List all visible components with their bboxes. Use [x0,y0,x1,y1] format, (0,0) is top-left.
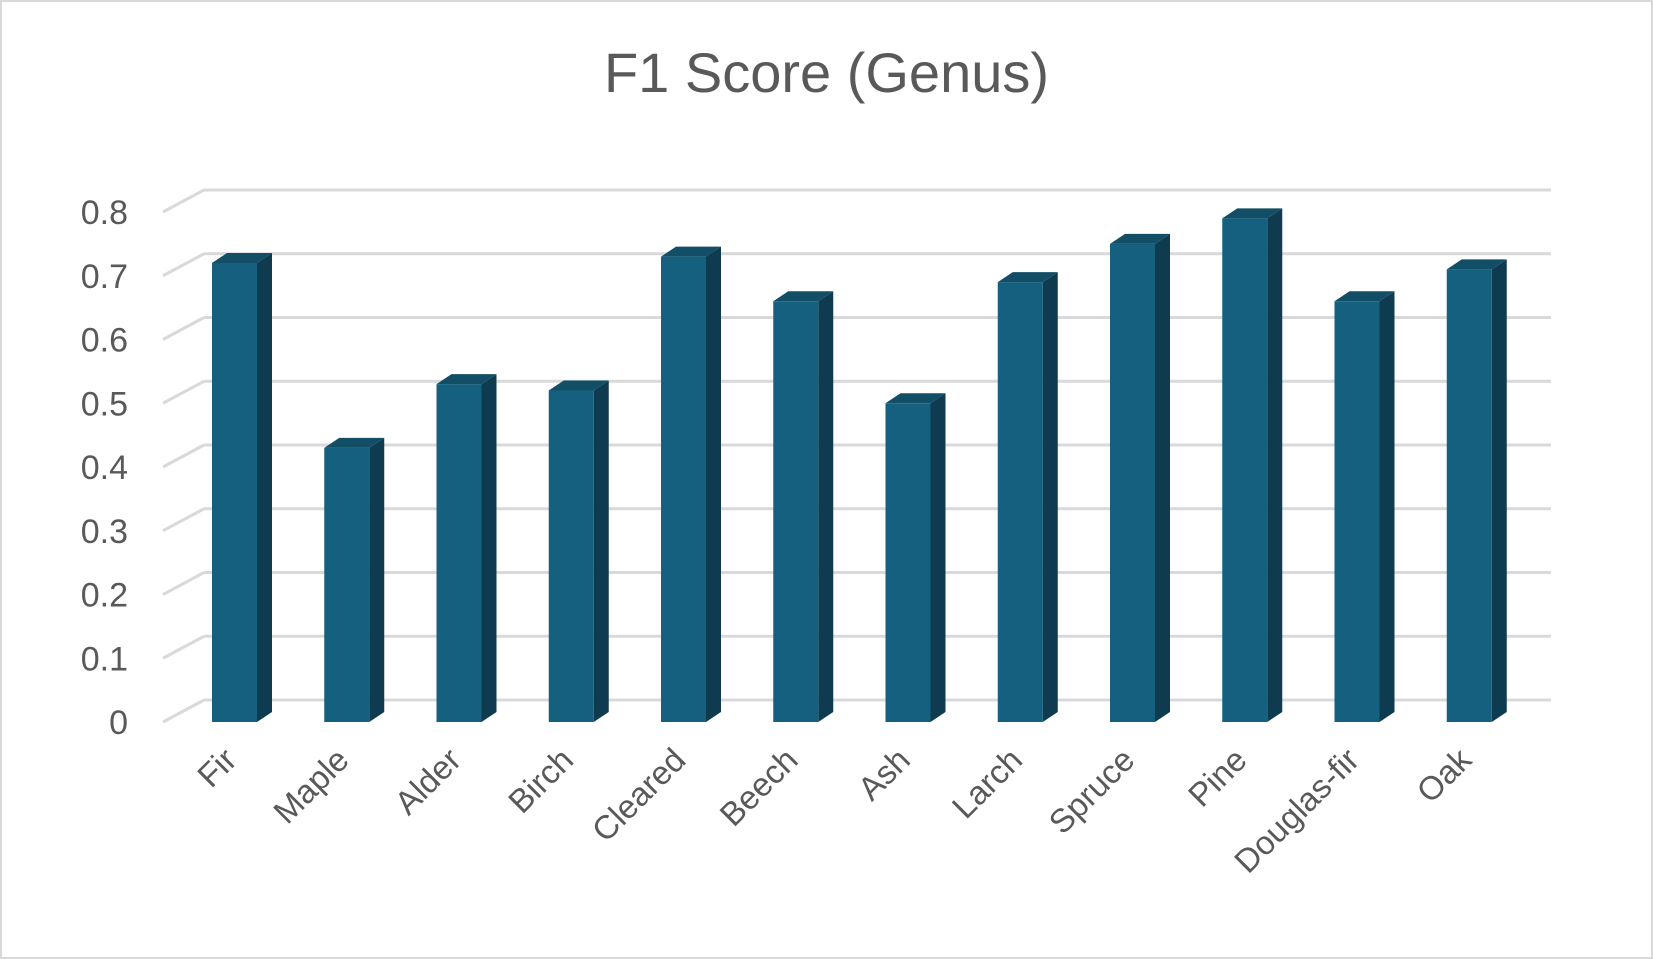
grid-line-side [162,698,205,724]
y-tick-label: 0.5 [81,385,128,423]
bar [1110,243,1155,722]
bar-side [1267,208,1283,722]
grid-line-side [162,443,205,469]
x-tick-label: Ash [851,741,917,807]
bar-top [212,253,272,263]
bar-side [1042,272,1058,722]
x-tick-label: Larch [945,741,1030,826]
bar-side [930,393,946,722]
bar-top [773,291,834,302]
chart-title: F1 Score (Genus) [603,41,1050,104]
x-tick-label: Fir [190,741,243,794]
bar [324,447,370,722]
y-tick-label: 0.3 [81,513,128,551]
bar-top [885,393,946,404]
bar-side [369,437,385,722]
x-tick-label: Alder [387,741,468,822]
bar [436,384,482,722]
grid-line-side [162,571,205,596]
bar [1334,301,1380,722]
x-tick-label: Maple [266,741,356,831]
bar [885,403,931,722]
bar [548,390,594,722]
bar [1446,269,1492,722]
bar-top [324,437,385,448]
y-axis-ticks: 0 0.1 0.2 0.3 0.4 0.5 0.6 0.7 0.8 [81,194,128,742]
bar-side [1379,291,1395,722]
bar [773,301,819,722]
bar-side [593,380,609,722]
grid-line-side [162,634,205,660]
bar-top [548,380,609,391]
bar-side [1491,259,1507,722]
bar-side [481,374,497,722]
bar-side [1155,233,1170,722]
grid-line-side [162,507,205,533]
bar [661,256,706,722]
x-tick-label: Birch [501,741,580,820]
y-tick-label: 0.2 [81,577,128,615]
x-axis-labels: Fir Maple Alder Birch Cleared Beech Ash Larch Sp… [190,740,1478,879]
x-tick-label: Beech [712,741,804,833]
grid-line-side [162,316,205,341]
bar-side [706,246,721,722]
bar-side [257,253,272,722]
x-tick-label: Cleared [585,741,693,849]
x-tick-label: Pine [1181,741,1254,814]
y-tick-label: 0.8 [81,194,128,232]
grid-lines [162,188,1551,724]
y-tick-label: 0.6 [81,322,128,360]
y-tick-label: 0.1 [81,640,128,678]
bar-top [1222,208,1283,219]
x-tick-label: Spruce [1041,741,1141,841]
bar [1222,218,1268,722]
bar [212,263,257,722]
x-tick-label: Oak [1409,740,1478,809]
bar-top [1446,259,1507,270]
grid-line-side [162,252,205,278]
bars [212,208,1507,722]
bar-side [818,291,834,722]
bar-top [436,374,497,385]
bar-top [997,272,1058,283]
bar-top [661,246,721,257]
bar-top [1334,291,1395,302]
bar [997,282,1043,722]
grid-line-side [162,379,205,405]
bar-top [1110,233,1170,244]
y-tick-label: 0.4 [81,449,128,487]
grid-line-side [162,188,205,214]
y-tick-label: 0 [109,704,128,742]
y-tick-label: 0.7 [81,258,128,296]
